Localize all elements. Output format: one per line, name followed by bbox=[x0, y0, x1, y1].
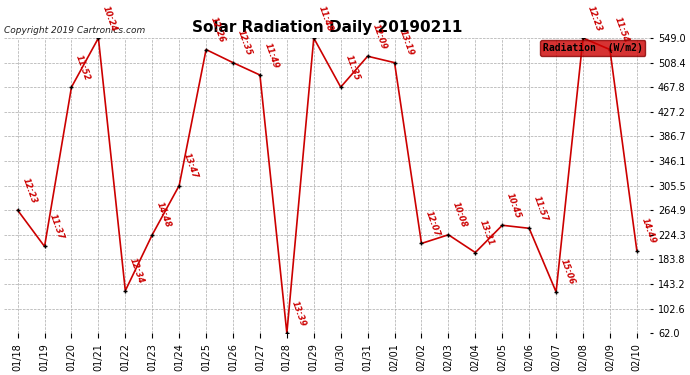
Point bbox=[282, 330, 293, 336]
Text: 10:24: 10:24 bbox=[101, 4, 119, 33]
Point bbox=[362, 53, 373, 59]
Point bbox=[66, 84, 77, 90]
Text: 12:09: 12:09 bbox=[371, 22, 388, 51]
Point bbox=[255, 72, 266, 78]
Point bbox=[389, 60, 400, 66]
Point bbox=[604, 46, 615, 53]
Text: 11:57: 11:57 bbox=[532, 194, 550, 223]
Text: 12:23: 12:23 bbox=[21, 176, 38, 205]
Text: Copyright 2019 Cartronics.com: Copyright 2019 Cartronics.com bbox=[4, 26, 146, 35]
Point bbox=[174, 183, 185, 189]
Point bbox=[470, 249, 481, 255]
Text: 11:48: 11:48 bbox=[317, 4, 334, 33]
Point bbox=[147, 232, 158, 238]
Point bbox=[497, 222, 508, 228]
Legend: Radiation  (W/m2): Radiation (W/m2) bbox=[540, 40, 645, 56]
Text: 11:49: 11:49 bbox=[263, 41, 280, 69]
Text: 14:48: 14:48 bbox=[155, 201, 172, 229]
Text: 10:45: 10:45 bbox=[505, 191, 522, 220]
Text: 13:31: 13:31 bbox=[478, 219, 495, 247]
Point bbox=[335, 84, 346, 90]
Point bbox=[228, 60, 239, 66]
Point bbox=[12, 207, 23, 213]
Point bbox=[39, 243, 50, 249]
Title: Solar Radiation Daily 20190211: Solar Radiation Daily 20190211 bbox=[192, 21, 462, 36]
Point bbox=[308, 35, 319, 41]
Text: 13:19: 13:19 bbox=[397, 29, 415, 57]
Point bbox=[443, 232, 454, 238]
Text: 11:54: 11:54 bbox=[613, 16, 631, 44]
Text: 12:23: 12:23 bbox=[586, 4, 604, 33]
Point bbox=[416, 240, 427, 246]
Point bbox=[524, 225, 535, 231]
Text: 15:06: 15:06 bbox=[559, 258, 577, 286]
Text: 11:37: 11:37 bbox=[48, 213, 65, 241]
Point bbox=[631, 248, 642, 254]
Text: 11:35: 11:35 bbox=[344, 53, 361, 82]
Point bbox=[578, 35, 589, 41]
Text: 12:26: 12:26 bbox=[209, 16, 226, 44]
Point bbox=[201, 46, 212, 53]
Text: 12:35: 12:35 bbox=[236, 29, 253, 57]
Text: 13:47: 13:47 bbox=[182, 152, 199, 180]
Text: 12:07: 12:07 bbox=[424, 210, 442, 238]
Text: 11:52: 11:52 bbox=[75, 53, 92, 82]
Text: 14:49: 14:49 bbox=[640, 217, 658, 245]
Point bbox=[551, 289, 562, 295]
Point bbox=[93, 35, 104, 41]
Text: 12:34: 12:34 bbox=[128, 257, 146, 285]
Text: 10:08: 10:08 bbox=[451, 201, 469, 229]
Text: 13:39: 13:39 bbox=[290, 299, 307, 327]
Point bbox=[120, 288, 131, 294]
